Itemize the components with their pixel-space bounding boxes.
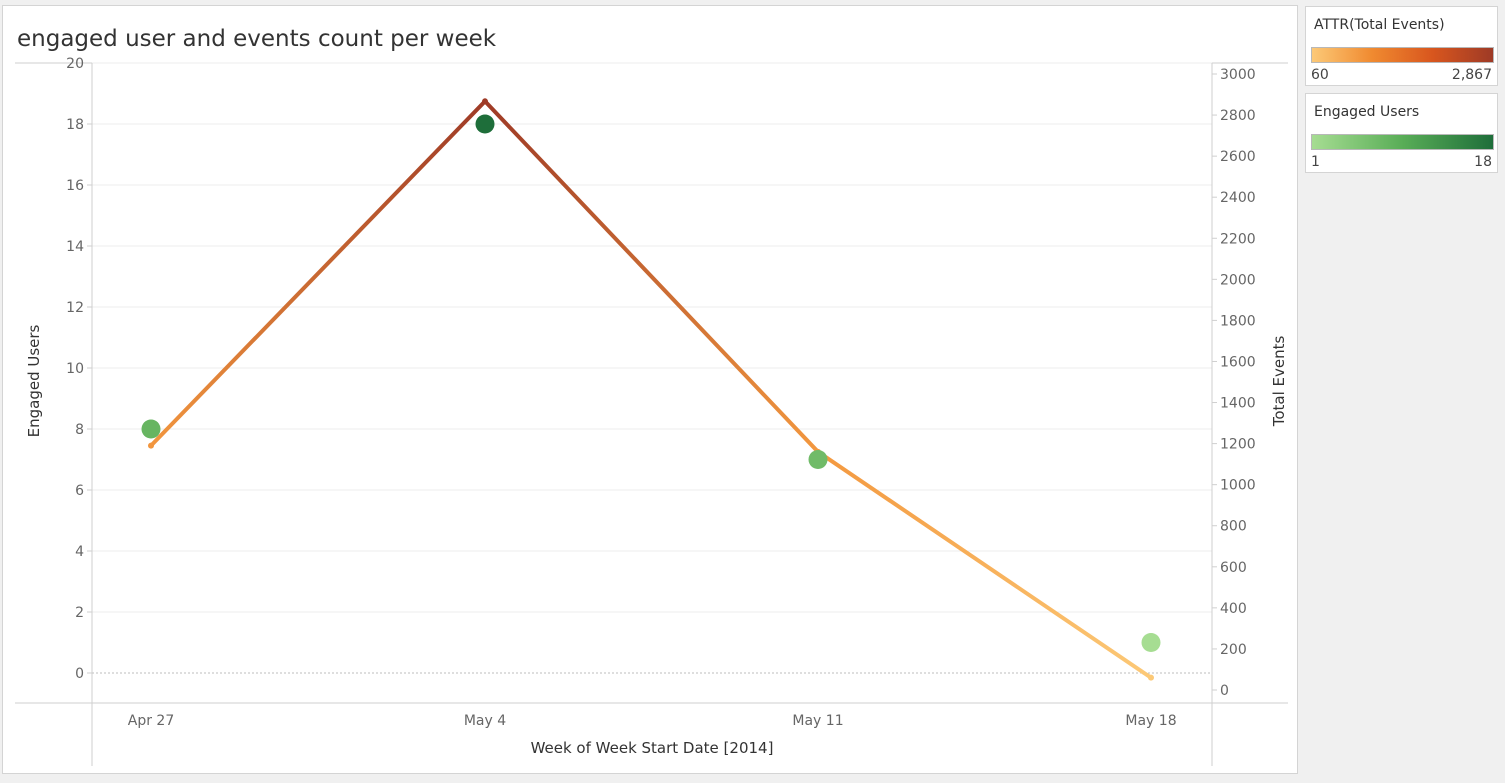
events-line-segment — [816, 449, 1153, 680]
left-tick-label: 6 — [75, 483, 84, 499]
legend-engaged-users-title: Engaged Users — [1314, 104, 1420, 120]
x-axis-ticks: Apr 27 May 4 May 11 May 18 — [128, 713, 1177, 729]
legend-engaged-users-max: 18 — [1474, 154, 1492, 170]
x-tick-label: May 18 — [1125, 713, 1176, 729]
right-tick-label: 2400 — [1220, 190, 1256, 206]
right-tick-label: 1400 — [1220, 396, 1256, 412]
y-axis-right-title: Total Events — [1270, 336, 1288, 428]
legend-engaged-users: Engaged Users 1 18 — [1305, 93, 1498, 173]
legend-total-events-max: 2,867 — [1451, 67, 1492, 83]
right-axis-ticks: 0 200 400 600 800 1000 1200 1400 1600 1800 2000 220… — [1212, 67, 1256, 699]
x-tick-label: May 4 — [464, 713, 506, 729]
left-tick-label: 18 — [66, 117, 84, 133]
right-tick-label: 600 — [1220, 560, 1247, 576]
engaged-users-point — [141, 419, 161, 439]
chart-plot: 0 2 4 6 8 10 12 14 16 18 20 0 200 400 600 800 1000 1200 1… — [15, 56, 1288, 766]
engaged-users-markers — [141, 114, 1161, 652]
x-axis-title: Week of Week Start Date [2014] — [531, 739, 774, 757]
left-tick-label: 0 — [75, 666, 84, 682]
right-tick-label: 2600 — [1220, 149, 1256, 165]
legend-total-events-min: 60 — [1311, 67, 1329, 83]
events-point — [1148, 674, 1154, 681]
left-tick-label: 14 — [66, 239, 84, 255]
events-line-segment — [483, 99, 820, 454]
left-tick-label: 8 — [75, 422, 84, 438]
chart-title: engaged user and events count per week — [17, 26, 497, 52]
left-tick-label: 2 — [75, 605, 84, 621]
right-tick-label: 2200 — [1220, 231, 1256, 247]
legend-engaged-users-ramp — [1311, 134, 1494, 150]
right-tick-label: 200 — [1220, 642, 1247, 658]
right-tick-label: 2000 — [1220, 272, 1256, 288]
y-axis-left-title: Engaged Users — [25, 324, 43, 437]
total-events-line — [148, 98, 1154, 681]
right-tick-label: 0 — [1220, 683, 1229, 699]
x-tick-label: Apr 27 — [128, 713, 174, 729]
left-axis-ticks: 0 2 4 6 8 10 12 14 16 18 20 — [66, 56, 92, 682]
right-tick-label: 400 — [1220, 601, 1247, 617]
left-tick-label: 4 — [75, 544, 84, 560]
events-line-segment — [149, 99, 487, 448]
legend-total-events-ramp — [1311, 47, 1494, 63]
legend-total-events-title: ATTR(Total Events) — [1314, 17, 1445, 33]
left-tick-label: 16 — [66, 178, 84, 194]
right-tick-label: 1000 — [1220, 478, 1256, 494]
legend-engaged-users-min: 1 — [1311, 154, 1320, 170]
events-point — [482, 98, 488, 105]
right-tick-label: 1800 — [1220, 313, 1256, 329]
engaged-users-point — [475, 114, 495, 134]
worksheet: engaged user and events count per week 0… — [2, 5, 1298, 774]
right-tick-label: 3000 — [1220, 67, 1256, 83]
right-tick-label: 2800 — [1220, 108, 1256, 124]
engaged-users-point — [808, 450, 828, 469]
left-tick-label: 10 — [66, 361, 84, 377]
right-tick-label: 800 — [1220, 519, 1247, 535]
x-tick-label: May 11 — [792, 713, 843, 729]
gridlines — [92, 62, 1212, 613]
left-tick-label: 12 — [66, 300, 84, 316]
engaged-users-point — [1141, 633, 1161, 652]
events-point — [148, 442, 154, 449]
legend-total-events: ATTR(Total Events) 60 2,867 — [1305, 6, 1498, 86]
right-tick-label: 1200 — [1220, 437, 1256, 453]
left-tick-label: 20 — [66, 56, 84, 72]
right-tick-label: 1600 — [1220, 354, 1256, 370]
